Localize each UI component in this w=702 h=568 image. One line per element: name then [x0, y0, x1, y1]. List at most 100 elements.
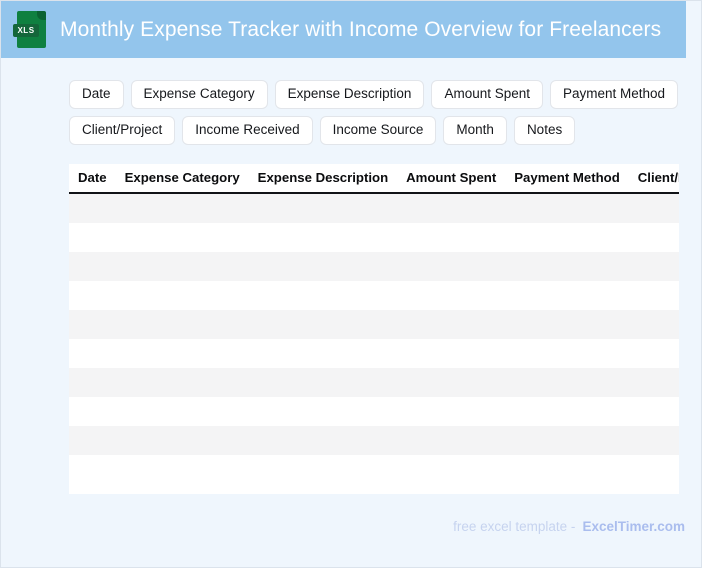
table-row[interactable]	[69, 426, 679, 455]
column-chip-date[interactable]: Date	[69, 80, 124, 109]
column-chip-client-project[interactable]: Client/Project	[69, 116, 176, 145]
table-cell[interactable]	[505, 310, 629, 339]
table-cell[interactable]	[628, 281, 679, 310]
table-cell[interactable]	[115, 193, 249, 223]
table-cell[interactable]	[505, 397, 629, 426]
table-cell[interactable]	[248, 281, 398, 310]
column-chip-amount-spent[interactable]: Amount Spent	[431, 80, 543, 109]
table-row[interactable]	[69, 397, 679, 426]
table-body	[69, 193, 679, 484]
column-header-expense-category[interactable]: Expense Category	[115, 164, 249, 194]
column-chip-income-source[interactable]: Income Source	[319, 116, 437, 145]
column-header-expense-description[interactable]: Expense Description	[248, 164, 398, 194]
table-cell[interactable]	[69, 368, 116, 397]
table-cell[interactable]	[505, 193, 629, 223]
table-cell[interactable]	[248, 455, 398, 484]
xls-file-icon: XLS	[13, 11, 46, 48]
column-header-client-project[interactable]: Client/Project	[628, 164, 679, 194]
table-cell[interactable]	[115, 455, 249, 484]
table-cell[interactable]	[628, 193, 679, 223]
table-row[interactable]	[69, 339, 679, 368]
column-chip-notes[interactable]: Notes	[513, 116, 576, 145]
column-chip-income-received[interactable]: Income Received	[182, 116, 313, 145]
table-cell[interactable]	[248, 193, 398, 223]
table-cell[interactable]	[505, 455, 629, 484]
table-row[interactable]	[69, 368, 679, 397]
table-row[interactable]	[69, 310, 679, 339]
footer-brand-link[interactable]: ExcelTimer.com	[582, 519, 685, 534]
table-cell[interactable]	[628, 455, 679, 484]
table-row[interactable]	[69, 223, 679, 252]
table-cell[interactable]	[69, 252, 116, 281]
column-chip-payment-method[interactable]: Payment Method	[550, 80, 679, 109]
table-cell[interactable]	[115, 368, 249, 397]
table-row[interactable]	[69, 455, 679, 484]
table-cell[interactable]	[115, 310, 249, 339]
table-cell[interactable]	[397, 193, 506, 223]
xls-icon-label: XLS	[13, 24, 39, 37]
table-cell[interactable]	[397, 368, 506, 397]
table-cell[interactable]	[628, 368, 679, 397]
table-cell[interactable]	[505, 223, 629, 252]
table-cell[interactable]	[248, 310, 398, 339]
footer-lead-text: free excel template -	[453, 519, 576, 534]
table-cell[interactable]	[397, 339, 506, 368]
column-chip-list: Date Expense Category Expense Descriptio…	[69, 80, 689, 145]
table-cell[interactable]	[115, 252, 249, 281]
table-cell[interactable]	[397, 310, 506, 339]
table-cell[interactable]	[505, 252, 629, 281]
table-cell[interactable]	[628, 310, 679, 339]
table-cell[interactable]	[115, 397, 249, 426]
table-cell[interactable]	[115, 339, 249, 368]
table-cell[interactable]	[628, 339, 679, 368]
table-cell[interactable]	[115, 281, 249, 310]
table-cell[interactable]	[505, 339, 629, 368]
spreadsheet-table: Date Expense Category Expense Descriptio…	[69, 164, 679, 484]
page-banner: XLS Monthly Expense Tracker with Income …	[1, 1, 686, 58]
table-cell[interactable]	[115, 223, 249, 252]
table-header-row: Date Expense Category Expense Descriptio…	[69, 164, 679, 194]
column-chip-expense-description[interactable]: Expense Description	[274, 80, 425, 109]
column-chip-expense-category[interactable]: Expense Category	[130, 80, 268, 109]
table-cell[interactable]	[397, 455, 506, 484]
table-row[interactable]	[69, 281, 679, 310]
table-cell[interactable]	[397, 223, 506, 252]
table-cell[interactable]	[69, 397, 116, 426]
table-cell[interactable]	[69, 281, 116, 310]
table-cell[interactable]	[397, 252, 506, 281]
table-row[interactable]	[69, 193, 679, 223]
column-header-date[interactable]: Date	[69, 164, 116, 194]
table-cell[interactable]	[397, 281, 506, 310]
table-cell[interactable]	[69, 223, 116, 252]
table-cell[interactable]	[115, 426, 249, 455]
table-cell[interactable]	[248, 223, 398, 252]
table-cell[interactable]	[248, 397, 398, 426]
table-cell[interactable]	[69, 426, 116, 455]
table-cell[interactable]	[505, 281, 629, 310]
column-chip-month[interactable]: Month	[443, 116, 507, 145]
table-row[interactable]	[69, 252, 679, 281]
column-header-payment-method[interactable]: Payment Method	[505, 164, 629, 194]
table-cell[interactable]	[248, 339, 398, 368]
table-cell[interactable]	[628, 252, 679, 281]
table-cell[interactable]	[505, 368, 629, 397]
table-cell[interactable]	[628, 397, 679, 426]
table-cell[interactable]	[248, 426, 398, 455]
table-cell[interactable]	[397, 426, 506, 455]
table-cell[interactable]	[505, 426, 629, 455]
table-head: Date Expense Category Expense Descriptio…	[69, 164, 679, 194]
table-cell[interactable]	[69, 455, 116, 484]
table-cell[interactable]	[248, 252, 398, 281]
column-header-amount-spent[interactable]: Amount Spent	[397, 164, 506, 194]
table-cell[interactable]	[69, 339, 116, 368]
footer-credit: free excel template - ExcelTimer.com	[453, 519, 685, 534]
table-cell[interactable]	[69, 310, 116, 339]
spreadsheet-preview[interactable]: Date Expense Category Expense Descriptio…	[69, 164, 679, 494]
table-cell[interactable]	[628, 223, 679, 252]
table-cell[interactable]	[397, 397, 506, 426]
page-title: Monthly Expense Tracker with Income Over…	[60, 17, 662, 41]
table-cell[interactable]	[248, 368, 398, 397]
table-cell[interactable]	[69, 193, 116, 223]
table-cell[interactable]	[628, 426, 679, 455]
